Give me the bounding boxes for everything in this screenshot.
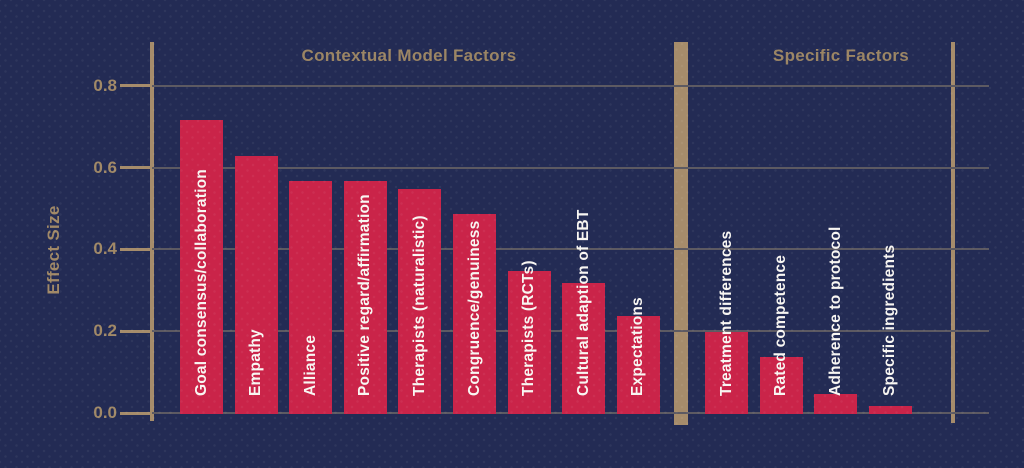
bar-label: Alliance — [301, 334, 319, 396]
bar-label: Goal consensus/collaboration — [192, 169, 210, 396]
gridline-0.6 — [122, 166, 989, 169]
bar-label: Expectations — [629, 297, 647, 396]
bar-adherence-to-protocol — [814, 393, 858, 414]
bar-alliance — [289, 180, 333, 414]
section-separator-bar — [674, 42, 688, 425]
bar-label: Adherence to protocol — [826, 226, 844, 396]
bar-congruence-genuiness — [453, 213, 496, 414]
y-tick-label: 0.4 — [93, 239, 117, 259]
bar-label: Specific ingredients — [881, 244, 899, 396]
bar-rated-competence — [759, 356, 803, 414]
y-tick-0.0 — [120, 411, 152, 415]
y-tick-0.8 — [120, 84, 152, 88]
gridline-0.8 — [122, 84, 989, 87]
bar-label: Empathy — [247, 329, 265, 396]
bar-label: Congruence/genuiness — [465, 220, 483, 396]
bar-positive-regard-affirmation — [343, 180, 387, 414]
gridline-0.2 — [122, 330, 989, 333]
bar-therapists-rcts — [507, 270, 551, 414]
y-tick-label: 0.8 — [93, 75, 117, 95]
right-border-line — [951, 42, 955, 423]
gridline-0.4 — [122, 248, 989, 251]
bar-treatment-differences — [705, 332, 748, 414]
section-title-specific: Specific Factors — [772, 46, 910, 65]
bar-label: Therapists (naturalistic) — [410, 215, 428, 396]
y-tick-0.2 — [120, 329, 152, 333]
y-tick-0.4 — [120, 247, 152, 251]
bar-therapists-naturalistic — [398, 189, 442, 414]
y-axis-title: Effect Size — [44, 205, 63, 295]
gridline-0.0 — [122, 412, 989, 414]
bar-empathy — [234, 156, 278, 414]
bar-label: Therapists (RCTs) — [520, 260, 538, 396]
section-title-contextual: Contextual Model Factors — [301, 46, 517, 65]
bar-label: Cultural adaption of EBT — [574, 209, 592, 397]
bar-label: Treatment differences — [717, 230, 735, 396]
bar-label: Rated competence — [772, 254, 790, 396]
y-tick-label: 0.2 — [93, 321, 117, 341]
bar-goal-consensus-collaboration — [180, 119, 223, 414]
y-axis-line — [150, 42, 154, 421]
bar-label: Positive regard/affirmation — [356, 194, 374, 396]
bar-specific-ingredients — [868, 405, 912, 414]
y-tick-label: 0.0 — [93, 403, 117, 422]
y-tick-label: 0.6 — [93, 157, 117, 177]
bar-cultural-adaption-of-ebt — [562, 283, 606, 414]
y-tick-0.6 — [120, 166, 152, 170]
bar-expectations — [616, 315, 660, 414]
